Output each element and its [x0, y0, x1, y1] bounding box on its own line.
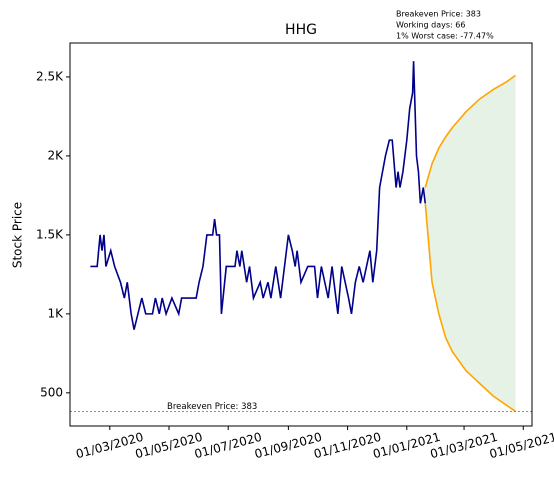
x-tick-label: 01/05/2021 [488, 430, 554, 461]
annotation: Breakeven Price: 383 [396, 10, 481, 19]
price-line [90, 61, 427, 330]
annotation: Working days: 66 [396, 21, 465, 30]
x-tick-label: 01/05/2020 [134, 430, 204, 461]
annotation: 1% Worst case: -77.47% [396, 32, 494, 41]
y-tick-label: 1.5K [36, 227, 64, 241]
breakeven-label: Breakeven Price: 383 [167, 402, 257, 412]
y-tick-label: 1K [47, 306, 64, 320]
y-tick-label: 2.5K [36, 69, 64, 83]
y-axis-label: Stock Price [11, 202, 25, 268]
x-tick-label: 01/07/2020 [193, 430, 263, 461]
y-tick-label: 500 [40, 385, 63, 399]
y-tick-label: 2K [47, 148, 64, 162]
lower-bound-line [424, 203, 516, 412]
x-tick-label: 01/03/2020 [74, 430, 144, 461]
x-tick-label: 01/09/2020 [253, 430, 323, 461]
confidence-band [425, 75, 516, 412]
chart-title: HHG [285, 22, 317, 38]
upper-bound-line [424, 74, 516, 188]
x-tick-label: 01/11/2020 [312, 430, 382, 461]
